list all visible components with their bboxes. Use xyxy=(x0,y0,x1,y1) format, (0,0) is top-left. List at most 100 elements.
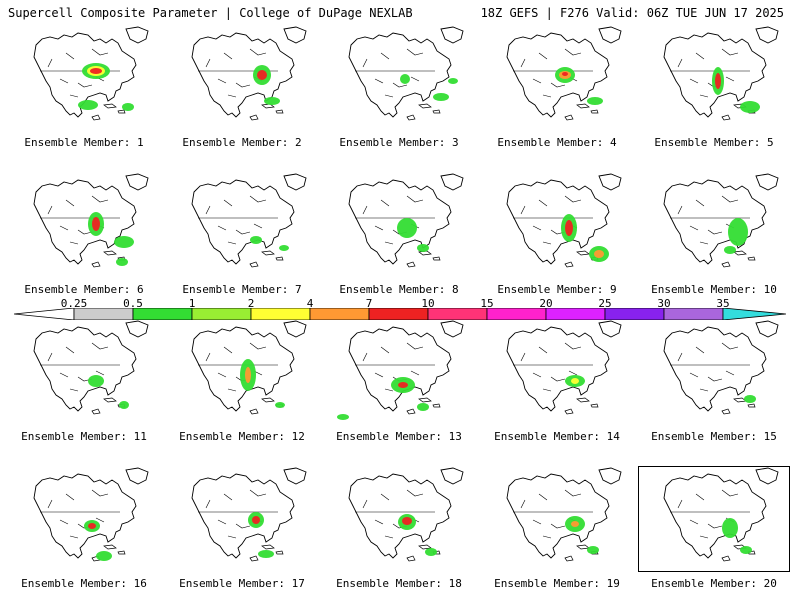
coastline xyxy=(191,473,295,559)
scp-contour xyxy=(448,78,458,84)
ensemble-member-map[interactable] xyxy=(481,172,633,278)
scp-contour xyxy=(740,546,752,554)
north-america-map xyxy=(348,467,464,562)
ensemble-member-map[interactable] xyxy=(166,25,318,131)
north-america-map xyxy=(33,320,149,415)
north-america-map xyxy=(663,26,779,121)
north-america-map xyxy=(506,467,622,562)
coastline xyxy=(663,473,767,559)
color-scale-bar xyxy=(14,308,786,320)
greenland-outline xyxy=(125,26,149,44)
scp-contour xyxy=(400,74,410,84)
inland-lakes xyxy=(205,48,267,98)
north-america-map xyxy=(191,467,307,562)
north-america-map xyxy=(191,173,307,268)
scp-contour xyxy=(587,546,599,554)
ensemble-member-map[interactable] xyxy=(638,319,790,425)
ensemble-member-label: Ensemble Member: 12 xyxy=(179,430,305,443)
color-scale-segment xyxy=(486,308,547,320)
ensemble-member-map[interactable] xyxy=(638,25,790,131)
caribbean-island xyxy=(249,114,259,121)
north-america-map xyxy=(506,26,622,121)
greenland-outline xyxy=(440,26,464,44)
scp-contour xyxy=(587,97,603,105)
inland-lakes xyxy=(362,489,424,539)
inland-lakes xyxy=(520,195,582,245)
scp-contour xyxy=(722,518,738,538)
north-america-map xyxy=(506,173,622,268)
ensemble-member-map[interactable] xyxy=(8,466,160,572)
coastline xyxy=(348,32,452,118)
ensemble-member-map[interactable] xyxy=(323,172,475,278)
color-scale-segment xyxy=(663,308,724,320)
coastline xyxy=(348,179,452,265)
north-america-map xyxy=(33,26,149,121)
caribbean-island xyxy=(406,555,416,562)
caribbean-island xyxy=(747,403,756,408)
north-america-map xyxy=(506,320,622,415)
ensemble-member-map[interactable] xyxy=(323,466,475,572)
greenland-outline xyxy=(440,467,464,485)
caribbean-island xyxy=(249,408,259,415)
scp-contour xyxy=(114,236,134,248)
greenland-outline xyxy=(755,467,779,485)
coastline xyxy=(663,326,767,412)
ensemble-member-map[interactable] xyxy=(8,319,160,425)
scp-contour xyxy=(245,367,251,383)
scp-contour xyxy=(425,548,437,556)
ensemble-member-map[interactable] xyxy=(323,25,475,131)
ensemble-member-map[interactable] xyxy=(481,466,633,572)
caribbean-island xyxy=(590,403,599,408)
ensemble-member-map[interactable] xyxy=(166,172,318,278)
ensemble-member-map[interactable] xyxy=(638,466,790,572)
ensemble-member-label: Ensemble Member: 16 xyxy=(21,577,147,590)
scp-contour xyxy=(122,103,134,111)
inland-lakes xyxy=(47,342,109,392)
caribbean-island xyxy=(418,397,432,403)
scp-contour xyxy=(88,523,96,529)
caribbean-island xyxy=(103,250,117,256)
caribbean-island xyxy=(564,408,574,415)
ensemble-member-label: Ensemble Member: 14 xyxy=(494,430,620,443)
scp-contour xyxy=(78,100,98,110)
ensemble-member-map[interactable] xyxy=(481,25,633,131)
ensemble-member-map[interactable] xyxy=(638,172,790,278)
ensemble-member-label: Ensemble Member: 2 xyxy=(182,136,302,149)
color-scale-tick-label: 15 xyxy=(480,297,494,310)
caribbean-island xyxy=(406,114,416,121)
ensemble-member-map[interactable] xyxy=(8,172,160,278)
caribbean-island xyxy=(564,261,574,268)
map-title: Supercell Composite Parameter | College … xyxy=(8,6,413,20)
caribbean-island xyxy=(721,555,731,562)
north-america-map xyxy=(348,173,464,268)
ensemble-member-map[interactable] xyxy=(323,319,475,425)
caribbean-island xyxy=(91,114,101,121)
ensemble-member-map[interactable] xyxy=(166,319,318,425)
scp-contour xyxy=(116,258,128,266)
greenland-outline xyxy=(440,173,464,191)
color-scale-tick-label: 1 xyxy=(188,297,196,310)
ensemble-member-label: Ensemble Member: 6 xyxy=(24,283,144,296)
coastline xyxy=(33,326,137,412)
greenland-outline xyxy=(283,320,307,338)
caribbean-island xyxy=(590,109,599,114)
caribbean-island xyxy=(432,256,441,261)
color-scale-right-arrow xyxy=(722,308,786,320)
scp-contour xyxy=(88,375,104,387)
ensemble-member-map[interactable] xyxy=(481,319,633,425)
caribbean-island xyxy=(91,408,101,415)
ensemble-member-label: Ensemble Member: 20 xyxy=(651,577,777,590)
inland-lakes xyxy=(520,342,582,392)
ensemble-member-map[interactable] xyxy=(166,466,318,572)
greenland-outline xyxy=(125,467,149,485)
scp-contour xyxy=(264,97,280,105)
ensemble-member-label: Ensemble Member: 19 xyxy=(494,577,620,590)
ensemble-member-label: Ensemble Member: 13 xyxy=(336,430,462,443)
caribbean-island xyxy=(275,109,284,114)
ensemble-member-label: Ensemble Member: 4 xyxy=(497,136,617,149)
greenland-outline xyxy=(440,320,464,338)
ensemble-member-map[interactable] xyxy=(8,25,160,131)
color-scale-tick-label: 35 xyxy=(716,297,730,310)
caribbean-island xyxy=(733,250,747,256)
color-scale-tick-label: 20 xyxy=(539,297,553,310)
